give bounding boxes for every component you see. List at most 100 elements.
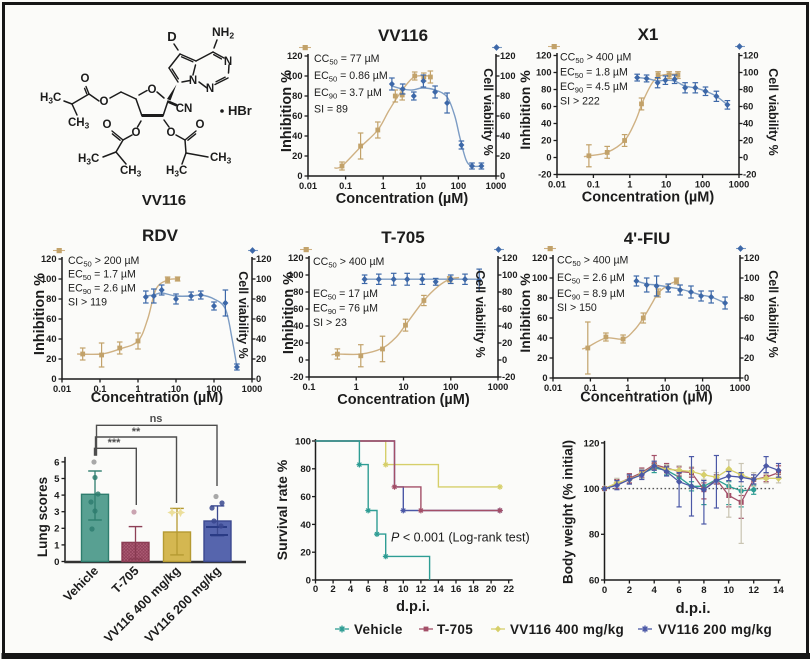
svg-text:16: 16 <box>451 584 462 595</box>
svg-text:60: 60 <box>500 111 510 121</box>
svg-text:EC90 = 3.7 µM: EC90 = 3.7 µM <box>314 87 382 101</box>
svg-text:Vehicle: Vehicle <box>354 622 403 637</box>
svg-text:EC50 = 2.6 µM: EC50 = 2.6 µM <box>557 272 625 286</box>
svg-text:20: 20 <box>486 584 497 595</box>
svg-text:10: 10 <box>723 585 734 596</box>
svg-text:O: O <box>100 96 109 108</box>
svg-text:T-705: T-705 <box>437 622 473 637</box>
svg-text:0: 0 <box>542 373 547 383</box>
svg-text:60: 60 <box>541 102 551 112</box>
svg-text:Concentration (µM): Concentration (µM) <box>91 390 224 406</box>
svg-text:O: O <box>103 119 112 131</box>
svg-text:20: 20 <box>500 151 510 161</box>
svg-text:120: 120 <box>41 254 57 264</box>
svg-text:100: 100 <box>744 273 760 283</box>
svg-text:0: 0 <box>313 584 318 595</box>
svg-text:0: 0 <box>602 585 607 596</box>
svg-text:CN: CN <box>176 103 193 115</box>
svg-text:0: 0 <box>502 355 507 365</box>
svg-text:100: 100 <box>500 71 516 81</box>
svg-text:120: 120 <box>532 253 548 263</box>
svg-text:100: 100 <box>451 181 467 191</box>
svg-text:1000: 1000 <box>486 181 507 191</box>
svg-text:CC50 > 200 µM: CC50 > 200 µM <box>68 255 139 269</box>
svg-text:80: 80 <box>500 91 510 101</box>
svg-text:80: 80 <box>502 287 512 297</box>
svg-text:4: 4 <box>348 584 354 595</box>
svg-text:1000: 1000 <box>488 382 509 392</box>
svg-text:0.1: 0.1 <box>587 179 600 189</box>
svg-text:N: N <box>224 56 232 68</box>
svg-text:O: O <box>196 119 205 131</box>
svg-text:20: 20 <box>541 136 551 146</box>
svg-text:0.1: 0.1 <box>339 181 352 191</box>
svg-text:EC90 = 8.9 µM: EC90 = 8.9 µM <box>557 288 625 302</box>
svg-text:Survival rate %: Survival rate % <box>274 459 290 560</box>
svg-text:-20: -20 <box>290 372 303 382</box>
svg-text:40: 40 <box>300 520 311 531</box>
svg-text:10: 10 <box>661 179 671 189</box>
svg-text:Inhibition %: Inhibition % <box>32 273 48 355</box>
svg-text:0: 0 <box>51 374 56 384</box>
svg-text:EC50 = 17 µM: EC50 = 17 µM <box>313 288 378 302</box>
svg-text:CC50 > 400 µM: CC50 > 400 µM <box>557 255 628 269</box>
svg-text:12: 12 <box>748 585 759 596</box>
svg-text:Cell viability %: Cell viability % <box>481 68 495 156</box>
svg-text:20: 20 <box>256 354 266 364</box>
svg-text:10: 10 <box>416 181 426 191</box>
svg-text:Cell viability %: Cell viability % <box>766 270 780 358</box>
svg-text:5: 5 <box>54 474 60 485</box>
svg-text:O: O <box>132 127 141 139</box>
svg-text:80: 80 <box>744 293 754 303</box>
svg-text:0: 0 <box>54 557 59 568</box>
svg-text:80: 80 <box>743 85 753 95</box>
svg-text:EC50 = 1.8 µM: EC50 = 1.8 µM <box>560 67 628 81</box>
svg-text:EC50 = 0.86 µM: EC50 = 0.86 µM <box>314 70 388 84</box>
svg-text:80: 80 <box>541 85 551 95</box>
svg-text:ns: ns <box>150 413 163 425</box>
svg-text:40: 40 <box>743 119 753 129</box>
svg-text:1: 1 <box>381 181 386 191</box>
svg-text:100: 100 <box>695 179 711 189</box>
svg-text:0: 0 <box>298 355 303 365</box>
svg-text:**: ** <box>132 426 141 438</box>
svg-text:VV116: VV116 <box>378 26 428 45</box>
svg-text:60: 60 <box>589 575 600 586</box>
svg-text:SI > 119: SI > 119 <box>68 297 107 309</box>
svg-text:40: 40 <box>500 131 510 141</box>
svg-text:0.01: 0.01 <box>53 384 71 394</box>
svg-text:120: 120 <box>500 51 516 61</box>
svg-text:RDV: RDV <box>142 226 179 245</box>
svg-text:60: 60 <box>537 313 547 323</box>
svg-text:120: 120 <box>583 438 599 449</box>
svg-text:d.p.i.: d.p.i. <box>676 600 711 617</box>
svg-text:1000: 1000 <box>729 179 750 189</box>
svg-text:20: 20 <box>502 338 512 348</box>
svg-text:60: 60 <box>502 304 512 314</box>
svg-text:0.01: 0.01 <box>548 179 566 189</box>
svg-text:4: 4 <box>652 585 658 596</box>
svg-text:80: 80 <box>589 530 600 541</box>
svg-text:0: 0 <box>744 373 749 383</box>
svg-text:2: 2 <box>627 585 632 596</box>
svg-text:80: 80 <box>537 293 547 303</box>
svg-text:Body weight (% initial): Body weight (% initial) <box>561 440 576 584</box>
svg-text:8: 8 <box>701 585 707 596</box>
svg-text:120: 120 <box>502 253 518 263</box>
svg-text:1000: 1000 <box>242 384 263 394</box>
svg-text:100: 100 <box>443 382 459 392</box>
svg-text:***: *** <box>108 437 122 449</box>
svg-text:0: 0 <box>546 153 551 163</box>
svg-text:80: 80 <box>300 464 311 475</box>
svg-text:14: 14 <box>773 585 784 596</box>
svg-text:EC90 = 2.6 µM: EC90 = 2.6 µM <box>68 283 136 297</box>
svg-text:Inhibition %: Inhibition % <box>517 273 533 353</box>
svg-text:1: 1 <box>354 382 359 392</box>
svg-text:4: 4 <box>54 491 60 502</box>
svg-text:Concentration (µM): Concentration (µM) <box>336 191 469 207</box>
svg-text:VV116 400 mg/kg: VV116 400 mg/kg <box>510 622 624 637</box>
svg-text:120: 120 <box>744 253 760 263</box>
svg-text:X1: X1 <box>638 25 659 44</box>
svg-text:0: 0 <box>256 374 261 384</box>
svg-text:Concentration (µM): Concentration (µM) <box>337 392 470 408</box>
